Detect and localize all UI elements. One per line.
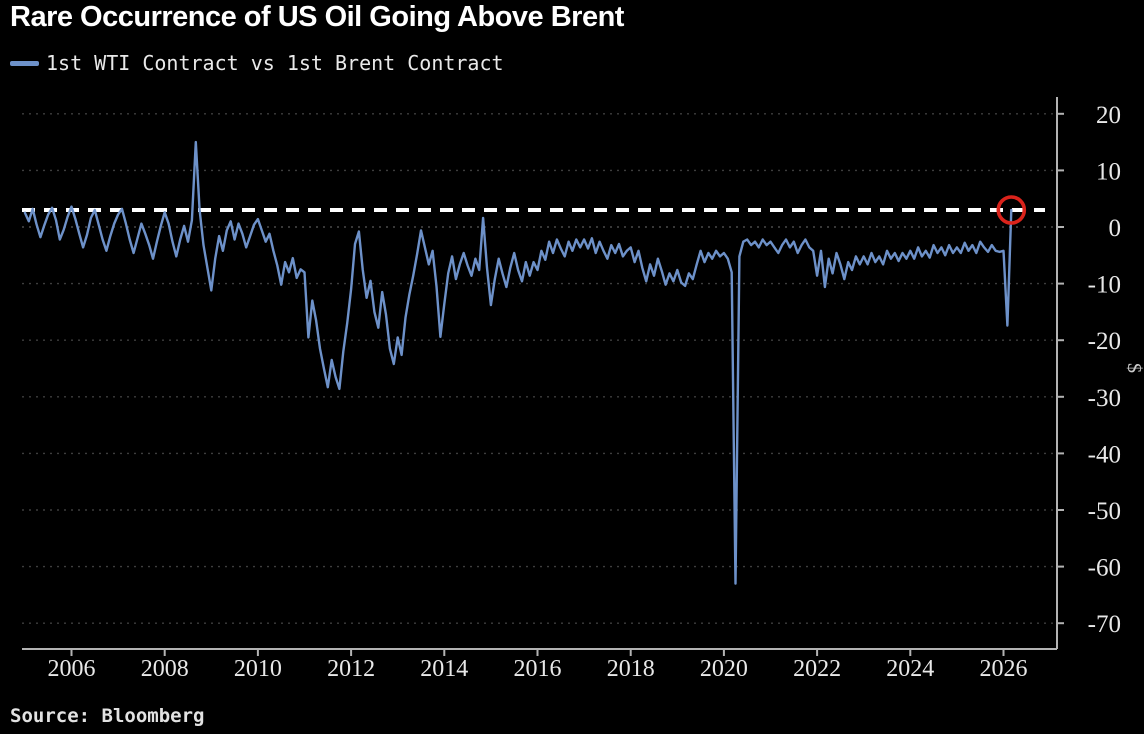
legend-line-swatch (10, 60, 39, 66)
x-tick-label: 2010 (234, 656, 282, 682)
y-tick-label: 0 (1109, 215, 1122, 242)
y-tick-label: -20 (1088, 328, 1121, 355)
y-tick-label: -70 (1088, 611, 1121, 638)
x-tick-label: 2026 (980, 656, 1028, 682)
legend-series-label: 1st WTI Contract vs 1st Brent Contract (46, 51, 504, 75)
y-tick-label: -10 (1088, 272, 1121, 299)
y-tick-label: -60 (1088, 555, 1121, 582)
x-tick-label: 2018 (607, 656, 655, 682)
y-tick-label: -50 (1088, 498, 1121, 525)
wti-brent-spread-line (23, 140, 1013, 585)
legend: 1st WTI Contract vs 1st Brent Contract (10, 50, 504, 76)
x-tick-label: 2012 (327, 656, 375, 682)
x-tick-label: 2016 (514, 656, 562, 682)
y-tick-label: -40 (1088, 441, 1121, 468)
y-tick-label: -30 (1088, 385, 1121, 412)
x-tick-label: 2006 (48, 656, 96, 682)
x-tick-label: 2020 (700, 656, 748, 682)
source-credit: Source: Bloomberg (10, 705, 205, 727)
chart-title: Rare Occurrence of US Oil Going Above Br… (10, 1, 624, 33)
y-tick-label: 20 (1096, 102, 1121, 129)
x-tick-label: 2014 (420, 656, 468, 682)
y-axis-unit-label: $ (1123, 363, 1144, 373)
x-tick-label: 2022 (793, 656, 841, 682)
latest-point-highlight-circle (996, 195, 1027, 225)
y-tick-label: 10 (1096, 158, 1121, 185)
x-tick-label: 2008 (141, 656, 189, 682)
x-tick-label: 2024 (886, 656, 934, 682)
